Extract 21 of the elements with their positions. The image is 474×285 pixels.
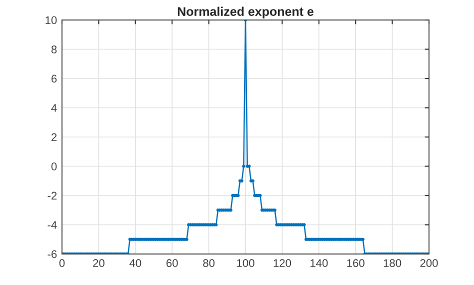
y-tick-label: -4 <box>48 221 57 229</box>
x-tick-label: 80 <box>203 259 215 268</box>
x-tick-label: 140 <box>310 259 328 268</box>
x-tick-label: 0 <box>59 259 65 268</box>
x-tick-label: 20 <box>93 259 104 268</box>
x-tick-label: 40 <box>129 259 142 268</box>
x-tick-label: 60 <box>166 259 178 268</box>
y-tick-label: 4 <box>51 104 57 112</box>
y-tick-label: 0 <box>51 162 57 170</box>
y-tick-label: 10 <box>46 16 57 24</box>
x-tick-label: 200 <box>420 259 438 268</box>
y-tick-label: 8 <box>51 46 57 54</box>
x-tick-label: 100 <box>237 259 254 268</box>
chart-title: Normalized exponent e <box>178 6 314 18</box>
y-tick-label: -2 <box>48 192 57 200</box>
x-tick-label: 180 <box>384 259 402 268</box>
x-tick-label: 160 <box>347 259 364 268</box>
x-tick-label: 120 <box>274 259 292 268</box>
y-tick-label: 2 <box>52 133 57 142</box>
y-tick-label: -6 <box>48 250 57 258</box>
y-tick-label: 6 <box>52 74 57 83</box>
